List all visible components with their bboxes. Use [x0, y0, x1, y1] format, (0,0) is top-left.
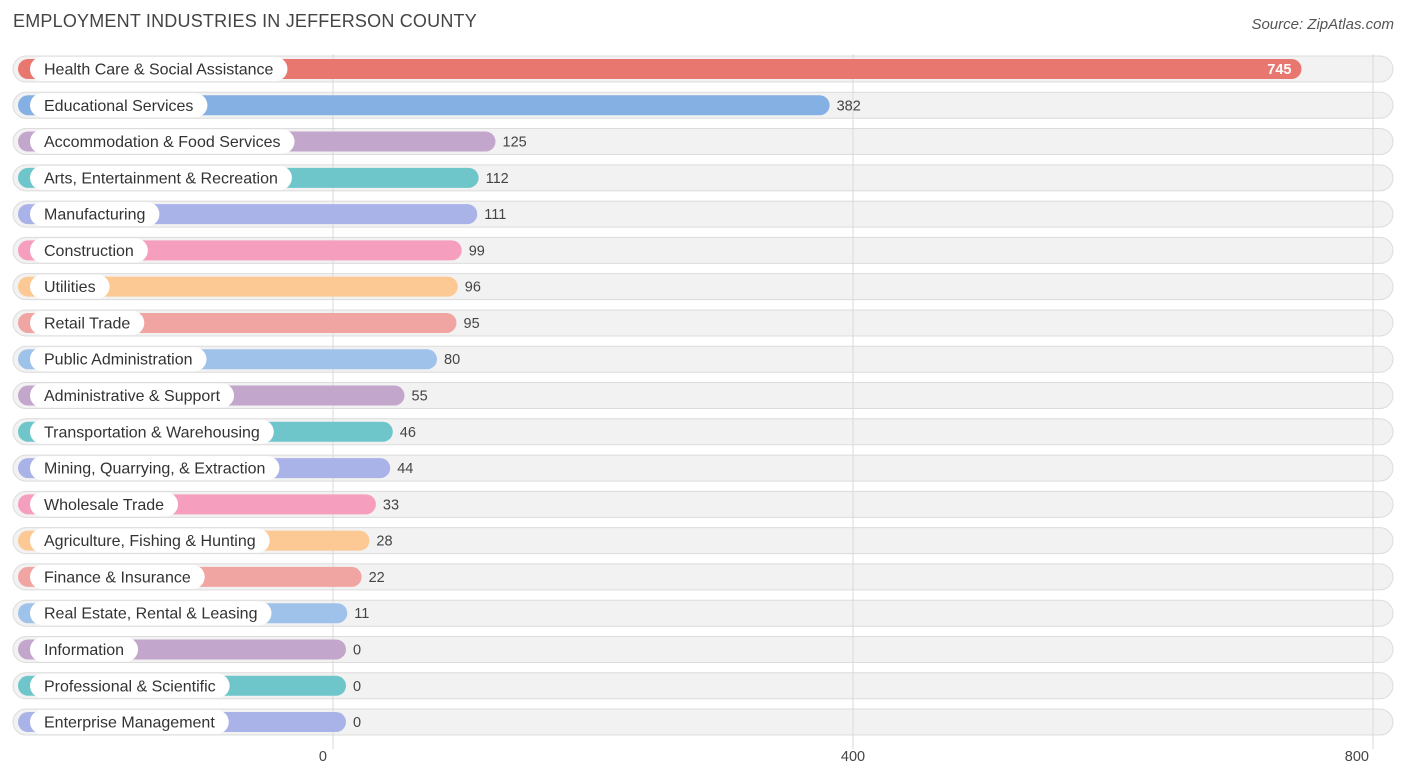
category-pill: [30, 165, 292, 190]
category-pill: [30, 238, 148, 263]
value-label: 96: [465, 280, 481, 296]
value-label: 33: [383, 497, 399, 513]
value-label: 382: [837, 98, 861, 114]
category-label: Real Estate, Rental & Leasing: [44, 606, 257, 623]
value-label: 11: [354, 606, 369, 622]
row-background: [12, 635, 1394, 663]
value-label: 111: [484, 207, 506, 223]
row-background: [12, 672, 1394, 700]
category-pill: [30, 710, 229, 735]
category-label: Accommodation & Food Services: [44, 134, 281, 151]
value-label: 99: [469, 243, 485, 259]
category-label: Manufacturing: [44, 207, 145, 224]
value-label: 22: [369, 570, 385, 586]
row-background: [12, 708, 1394, 736]
value-label: 0: [353, 679, 361, 695]
category-pill: [30, 93, 208, 118]
category-pill: [30, 383, 235, 408]
category-label: Professional & Scientific: [44, 678, 216, 695]
category-label: Health Care & Social Assistance: [44, 62, 274, 79]
category-label: Administrative & Support: [44, 388, 221, 405]
value-label: 112: [486, 171, 509, 187]
bar-utilities: [18, 276, 458, 297]
chart-title: EMPLOYMENT INDUSTRIES IN JEFFERSON COUNT…: [13, 11, 477, 31]
category-label: Public Administration: [44, 352, 193, 369]
value-label: 28: [376, 534, 392, 550]
source-note: Source: ZipAtlas.com: [1251, 16, 1394, 33]
category-pill: [30, 347, 207, 372]
category-label: Educational Services: [44, 98, 193, 115]
bar-educational-services: [18, 95, 830, 116]
category-pill: [30, 274, 110, 299]
category-label: Retail Trade: [44, 315, 130, 332]
value-label: 0: [353, 715, 361, 731]
bar-health-care-social-assistance: [18, 59, 1302, 79]
value-label: 55: [412, 389, 428, 405]
category-pill: [30, 492, 179, 517]
category-pill: [30, 673, 230, 698]
value-label: 44: [397, 461, 413, 477]
category-pill: [30, 419, 274, 444]
category-label: Enterprise Management: [44, 715, 215, 732]
category-label: Utilities: [44, 279, 96, 296]
category-pill: [30, 129, 295, 154]
row-background: [12, 599, 1394, 627]
value-label: 95: [464, 316, 480, 332]
category-label: Transportation & Warehousing: [44, 424, 260, 441]
value-label: 125: [503, 135, 527, 151]
category-pill: [30, 528, 270, 553]
x-tick-label: 0: [319, 749, 327, 765]
value-label: 0: [353, 642, 361, 658]
value-label: 80: [444, 352, 460, 368]
category-pill: [30, 202, 160, 227]
category-label: Mining, Quarrying, & Extraction: [44, 461, 265, 478]
category-label: Construction: [44, 243, 134, 260]
value-label: 46: [400, 425, 416, 441]
category-pill: [30, 601, 272, 626]
value-label: 745: [1267, 62, 1291, 78]
category-label: Information: [44, 642, 124, 659]
category-label: Agriculture, Fishing & Hunting: [44, 533, 256, 550]
category-pill: [30, 637, 139, 662]
category-label: Arts, Entertainment & Recreation: [44, 170, 278, 187]
category-pill: [30, 310, 145, 335]
category-label: Wholesale Trade: [44, 497, 164, 514]
x-tick-label: 400: [841, 749, 865, 765]
category-label: Finance & Insurance: [44, 569, 191, 586]
category-pill: [30, 564, 205, 589]
x-tick-label: 800: [1345, 749, 1369, 765]
category-pill: [30, 456, 280, 481]
category-pill: [30, 57, 288, 81]
